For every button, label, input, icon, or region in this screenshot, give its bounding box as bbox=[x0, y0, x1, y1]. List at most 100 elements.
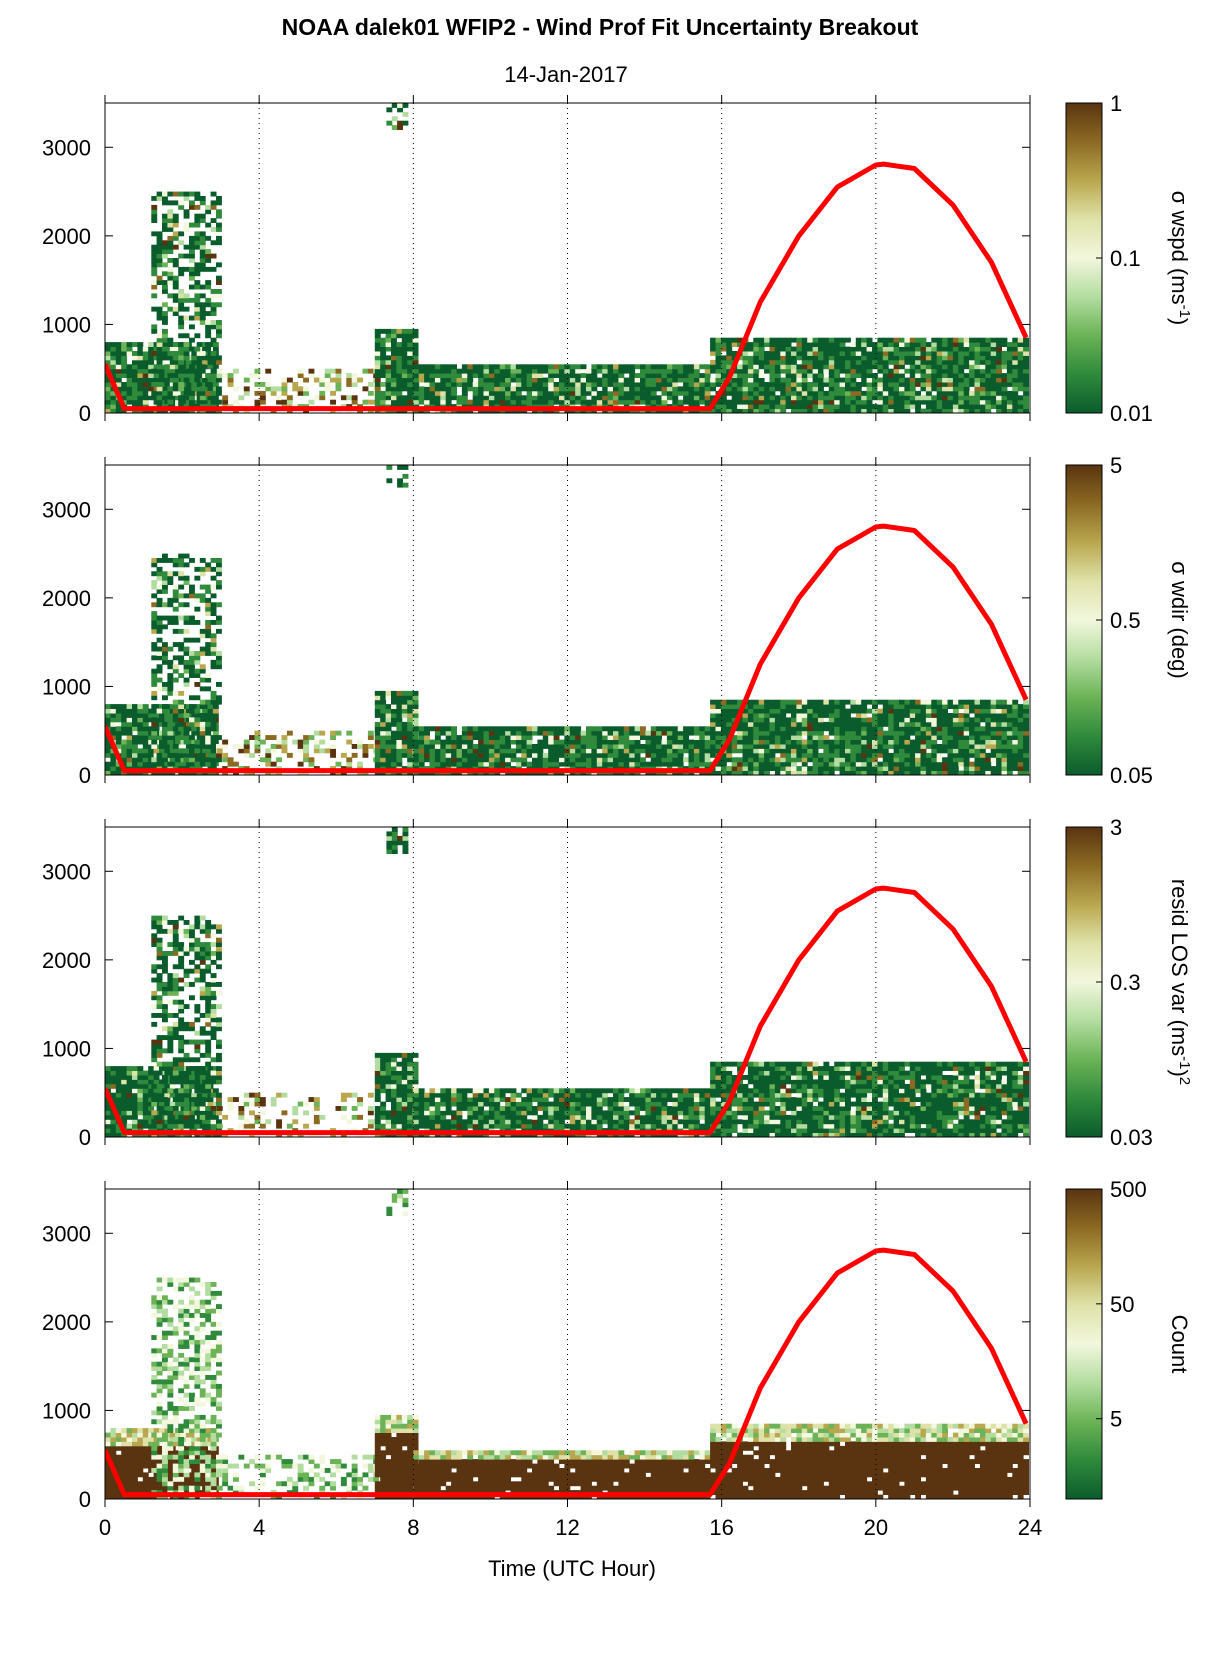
heatmap-cell bbox=[167, 597, 174, 603]
heatmap-cell bbox=[183, 351, 190, 356]
heatmap-cell bbox=[996, 337, 1002, 343]
heatmap-cell bbox=[996, 770, 1002, 775]
heatmap-cell bbox=[505, 377, 511, 383]
heatmap-cell bbox=[472, 752, 479, 758]
heatmap-cell bbox=[559, 761, 565, 767]
heatmap-cell bbox=[156, 258, 163, 263]
heatmap-cell bbox=[990, 399, 997, 405]
heatmap-cell bbox=[845, 766, 851, 771]
heatmap-cell bbox=[591, 752, 598, 758]
heatmap-cell bbox=[823, 395, 830, 401]
heatmap-cell bbox=[855, 752, 862, 758]
heatmap-cell bbox=[401, 726, 408, 732]
heatmap-cell bbox=[178, 346, 185, 352]
heatmap-cell bbox=[931, 399, 938, 405]
heatmap-cell bbox=[1006, 373, 1013, 378]
heatmap-cell bbox=[758, 390, 765, 396]
heatmap-cell bbox=[753, 770, 760, 775]
heatmap-cell bbox=[199, 320, 206, 325]
heatmap-cell bbox=[385, 359, 392, 365]
heatmap-cell bbox=[537, 399, 544, 405]
heatmap-cell bbox=[142, 373, 149, 378]
heatmap-cell bbox=[834, 721, 841, 727]
heatmap-cell bbox=[281, 399, 288, 405]
heatmap-cell bbox=[990, 713, 997, 718]
heatmap-cell bbox=[194, 566, 201, 572]
heatmap-cell bbox=[178, 615, 185, 621]
heatmap-cell bbox=[936, 717, 943, 723]
heatmap-cell bbox=[963, 342, 970, 347]
heatmap-cell bbox=[330, 399, 336, 405]
heatmap-cell bbox=[401, 399, 408, 405]
heatmap-cell bbox=[974, 721, 981, 727]
heatmap-cell bbox=[254, 744, 261, 749]
heatmap-cell bbox=[952, 346, 959, 352]
heatmap-cell bbox=[677, 761, 684, 767]
heatmap-cell bbox=[613, 730, 619, 736]
heatmap-cell bbox=[996, 404, 1002, 409]
heatmap-cell bbox=[796, 744, 803, 749]
heatmap-cell bbox=[418, 761, 425, 767]
heatmap-cell bbox=[526, 748, 533, 754]
heatmap-cell bbox=[720, 337, 727, 343]
heatmap-cell bbox=[132, 752, 138, 758]
heatmap-cell bbox=[391, 717, 397, 723]
heatmap-cell bbox=[542, 744, 549, 749]
heatmap-cell bbox=[969, 766, 975, 771]
heatmap-cell bbox=[402, 120, 409, 126]
heatmap-cell bbox=[882, 744, 889, 749]
heatmap-cell bbox=[947, 359, 954, 365]
heatmap-cell bbox=[132, 364, 138, 370]
heatmap-cell bbox=[207, 717, 214, 723]
heatmap-cell bbox=[391, 377, 397, 383]
heatmap-cell bbox=[807, 717, 814, 723]
heatmap-cell bbox=[548, 735, 555, 740]
heatmap-cell bbox=[796, 704, 803, 709]
heatmap-cell bbox=[580, 382, 587, 387]
heatmap-cell bbox=[205, 597, 212, 603]
heatmap-cell bbox=[807, 708, 814, 714]
heatmap-cell bbox=[191, 730, 198, 736]
heatmap-cell bbox=[153, 399, 160, 405]
heatmap-cell bbox=[434, 382, 441, 387]
heatmap-cell bbox=[731, 735, 738, 740]
heatmap-cell bbox=[401, 690, 408, 696]
heatmap-cell bbox=[747, 404, 754, 409]
heatmap-cell bbox=[151, 271, 158, 277]
heatmap-cell bbox=[877, 395, 884, 401]
heatmap-cell bbox=[1001, 390, 1008, 396]
heatmap-cell bbox=[979, 726, 986, 732]
heatmap-cell bbox=[915, 752, 921, 758]
heatmap-cell bbox=[396, 342, 403, 347]
heatmap-cell bbox=[737, 721, 743, 727]
heatmap-cell bbox=[396, 359, 403, 365]
heatmap-cell bbox=[510, 735, 517, 740]
heatmap-cell bbox=[931, 373, 938, 378]
heatmap-cell bbox=[478, 368, 484, 374]
heatmap-cell bbox=[1017, 735, 1024, 740]
heatmap-cell bbox=[153, 364, 160, 370]
heatmap-cell bbox=[618, 364, 625, 370]
heatmap-cell bbox=[737, 770, 743, 775]
heatmap-cell bbox=[467, 368, 474, 374]
heatmap-cell bbox=[380, 368, 387, 374]
heatmap-cell bbox=[996, 726, 1002, 732]
heatmap-cell bbox=[979, 713, 986, 718]
heatmap-cell bbox=[855, 390, 862, 396]
heatmap-cell bbox=[607, 386, 614, 392]
heatmap-cell bbox=[499, 368, 506, 374]
heatmap-cell bbox=[693, 730, 700, 736]
heatmap-cell bbox=[699, 373, 706, 378]
heatmap-cell bbox=[385, 355, 392, 361]
heatmap-cell bbox=[839, 408, 846, 413]
heatmap-cell bbox=[936, 364, 943, 370]
heatmap-cell bbox=[899, 386, 905, 392]
heatmap-cell bbox=[866, 708, 873, 714]
heatmap-cell bbox=[774, 726, 781, 732]
heatmap-cell bbox=[153, 355, 160, 361]
heatmap-cell bbox=[963, 704, 970, 709]
heatmap-cell bbox=[162, 390, 168, 396]
heatmap-cell bbox=[467, 735, 474, 740]
heatmap-cell bbox=[1006, 730, 1013, 736]
heatmap-cell bbox=[167, 580, 174, 585]
